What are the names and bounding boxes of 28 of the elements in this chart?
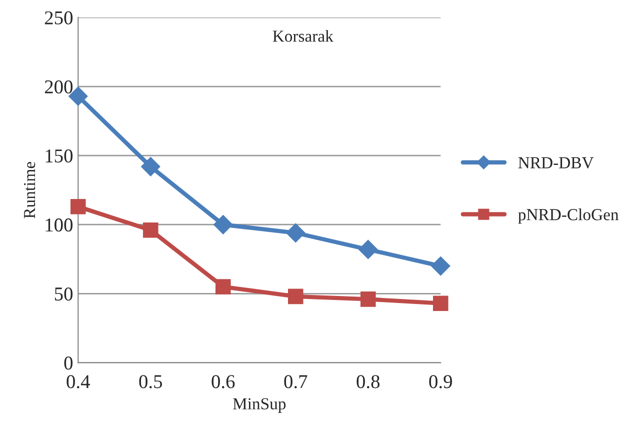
point	[358, 240, 378, 260]
x-tick-label: 0.7	[284, 375, 308, 388]
x-tick-label: 0.6	[212, 375, 235, 388]
point	[70, 199, 86, 214]
point	[286, 223, 306, 242]
point	[432, 296, 448, 311]
legend-label: NRD-DBV	[518, 157, 594, 168]
x-tick-label: 0.9	[429, 375, 452, 388]
point	[141, 157, 160, 176]
point	[214, 215, 233, 234]
y-tick-label: 150	[46, 149, 73, 163]
x-axis-title: MinSup	[232, 398, 286, 413]
x-tick-label: 0.4	[66, 375, 90, 388]
y-tick-label: 0	[64, 356, 73, 370]
y-axis-title: Runtime	[24, 162, 36, 218]
point	[215, 279, 231, 294]
legend-label: pNRD-CloGen	[518, 208, 619, 224]
point	[360, 292, 376, 307]
y-tick-label: 50	[54, 287, 73, 301]
x-tick-label: 0.8	[356, 375, 380, 388]
point	[142, 222, 158, 238]
y-tick-label: 200	[44, 80, 73, 94]
y-tick-label: 250	[44, 11, 73, 24]
x-tick-label: 0.5	[139, 375, 162, 388]
point	[431, 256, 450, 276]
annotation: Korsarak	[272, 30, 334, 42]
y-tick-label: 100	[46, 218, 73, 232]
point	[288, 288, 304, 304]
